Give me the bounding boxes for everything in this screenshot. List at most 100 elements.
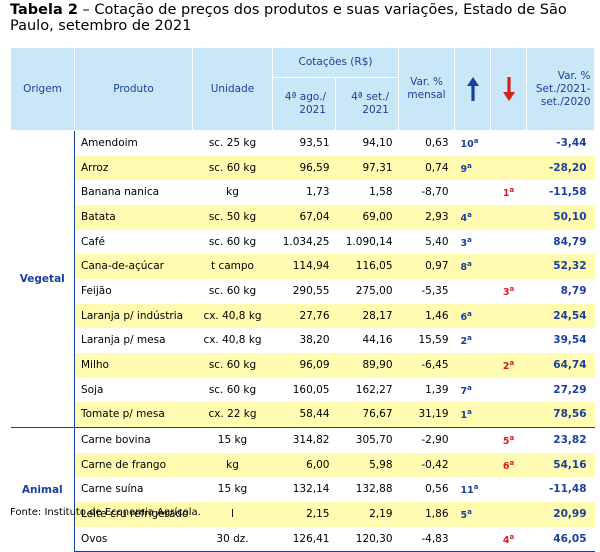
rank-down-cell: 3a [491, 279, 527, 304]
rank-down-cell: 6a [490, 452, 527, 478]
ago-cell: 96,59 [272, 155, 336, 181]
rank-up-cell: 7a [455, 378, 491, 403]
unidade-cell: cx. 22 kg [192, 402, 273, 428]
ordinal-mark: a [467, 210, 472, 219]
produto-cell: Banana nanica [81, 186, 160, 199]
produto-cell: Carne bovina [74, 426, 193, 453]
ordinal-mark: a [509, 458, 515, 467]
var-anual-cell: 24,54 [526, 303, 595, 329]
rank-down-cell [490, 155, 527, 181]
header-cotacoes: Cotações (R$) [271, 47, 400, 78]
set-cell: 116,05 [335, 254, 399, 279]
rank-up-cell: 3a [455, 230, 491, 255]
table-row: Cana-de-açúcar t campo 114,94 116,05 0,97 8a 5… [11, 254, 595, 279]
header-unidade: Unidade [192, 47, 273, 131]
price-table: Origem Produto Unidade Cotações (R$) Var… [10, 47, 596, 552]
var-anual-cell: -28,20 [526, 155, 595, 181]
source-note: Fonte: Instituto de Economia Agrícola. [10, 507, 201, 518]
table-row: Animal Carne bovina 15 kg 314,82 305,70 -2,90… [10, 426, 595, 552]
ago-cell: 38,20 [299, 334, 330, 347]
produto-cell: Feijão [81, 285, 112, 298]
set-cell: 76,67 [335, 402, 399, 428]
table-row: Banana nanica kg 1,73 1,58 -8,70 1a -11,58 [11, 180, 595, 205]
var-mensal-cell: 0,97 [398, 254, 455, 279]
table-row: Tomate p/ mesa cx. 22 kg 58,44 76,67 31,19 1a… [11, 402, 595, 428]
ordinal-mark: a [509, 358, 515, 367]
table-row: Soja sc. 60 kg 160,05 162,27 1,39 7a 27,29 [11, 378, 595, 403]
rank-down-cell: 2a [490, 352, 527, 378]
rank-up-cell: 10a [455, 131, 491, 156]
arrow-up-icon [454, 47, 492, 131]
table-row: Arroz sc. 60 kg 96,59 97,31 0,74 9a -28,20 [11, 155, 595, 181]
var-mensal-cell: 0,56 [425, 483, 449, 496]
rank-number: 4 [460, 213, 468, 225]
var-mensal-cell: -2,90 [398, 426, 455, 453]
header-var-mensal: Var. % mensal [398, 47, 456, 131]
unidade-cell: l [192, 501, 273, 527]
ago-cell: 314,82 [272, 426, 336, 453]
rank-number: 3 [502, 287, 510, 299]
var-mensal-cell: -5,35 [421, 285, 449, 298]
unidade-cell: kg [192, 452, 273, 478]
var-mensal-cell: 0,63 [425, 137, 449, 150]
var-mensal-cell: 1,46 [398, 303, 455, 329]
origem-cell: Animal [10, 426, 75, 552]
rank-up-cell [455, 279, 491, 304]
table-row: Laranja p/ indústria cx. 40,8 kg 27,76 28,1… [11, 303, 595, 329]
rank-down-cell: 5a [490, 426, 527, 453]
rank-number: 4 [502, 534, 510, 546]
table-caption: – Cotação de preços dos produtos e suas … [10, 2, 567, 34]
rank-number: 5 [460, 510, 468, 521]
var-mensal-cell: -0,42 [398, 452, 455, 478]
var-mensal-cell: 2,93 [398, 204, 455, 230]
var-mensal-cell: -4,83 [398, 526, 455, 552]
produto-cell: Arroz [74, 155, 193, 181]
rank-up-cell: 4a [454, 204, 491, 230]
unidade-cell: cx. 40,8 kg [203, 334, 262, 347]
table-row: Carne de frango kg 6,00 5,98 -0,42 6a 54,16 [11, 452, 595, 478]
rank-number: 7 [460, 385, 468, 397]
table-row: Vegetal Amendoim sc. 25 kg 93,51 94,10 0,63 10… [10, 130, 595, 428]
rank-up-cell [454, 352, 491, 378]
var-anual-cell: 84,79 [553, 235, 587, 248]
rank-down-cell [490, 402, 527, 428]
produto-cell: Café [81, 235, 105, 248]
rank-number: 10 [460, 139, 474, 151]
header-set: 4ª set./ 2021 [334, 77, 400, 131]
rank-up-cell: 8a [454, 254, 491, 279]
unidade-cell: 15 kg [192, 426, 273, 453]
unidade-cell: sc. 50 kg [192, 204, 273, 230]
rank-down-cell: 4a [490, 526, 527, 552]
ordinal-mark: a [467, 309, 472, 318]
var-mensal-cell: 1,86 [398, 501, 455, 527]
var-anual-cell: 54,16 [526, 452, 595, 478]
set-cell: 94,10 [362, 137, 393, 150]
set-cell: 44,16 [362, 334, 393, 347]
produto-cell: Ovos [74, 526, 193, 552]
rank-up-cell: 1a [454, 402, 491, 428]
ago-cell: 290,55 [292, 285, 330, 298]
var-anual-cell: 8,79 [560, 285, 587, 298]
unidade-cell: t campo [192, 254, 273, 279]
rank-down-cell [490, 501, 527, 527]
produto-cell: Milho [74, 352, 193, 378]
table-body: Vegetal Amendoim sc. 25 kg 93,51 94,10 0,63 10… [10, 130, 595, 552]
var-anual-cell: 20,99 [526, 501, 595, 527]
produto-cell: Batata [74, 204, 193, 230]
var-mensal-cell: -6,45 [398, 352, 455, 378]
rank-number: 8 [460, 262, 468, 274]
rank-number: 2 [502, 361, 510, 373]
unidade-cell: sc. 60 kg [208, 285, 257, 298]
table-title: Tabela 2 – Cotação de preços dos produto… [10, 2, 594, 34]
ordinal-mark: a [509, 532, 515, 541]
rank-up-cell: 6a [454, 303, 491, 329]
ordinal-mark: a [509, 433, 515, 442]
ago-cell: 2,15 [272, 501, 336, 527]
rank-down-cell [490, 303, 527, 329]
ordinal-mark: a [467, 507, 472, 516]
table-row: Carne suína 15 kg 132,14 132,88 0,56 11a -11,4… [11, 477, 595, 502]
ordinal-mark: a [467, 383, 472, 392]
produto-cell: Soja [81, 383, 104, 396]
table-row: Milho sc. 60 kg 96,09 89,90 -6,45 2a 64,74 [11, 352, 595, 378]
ago-cell: 160,05 [292, 383, 330, 396]
